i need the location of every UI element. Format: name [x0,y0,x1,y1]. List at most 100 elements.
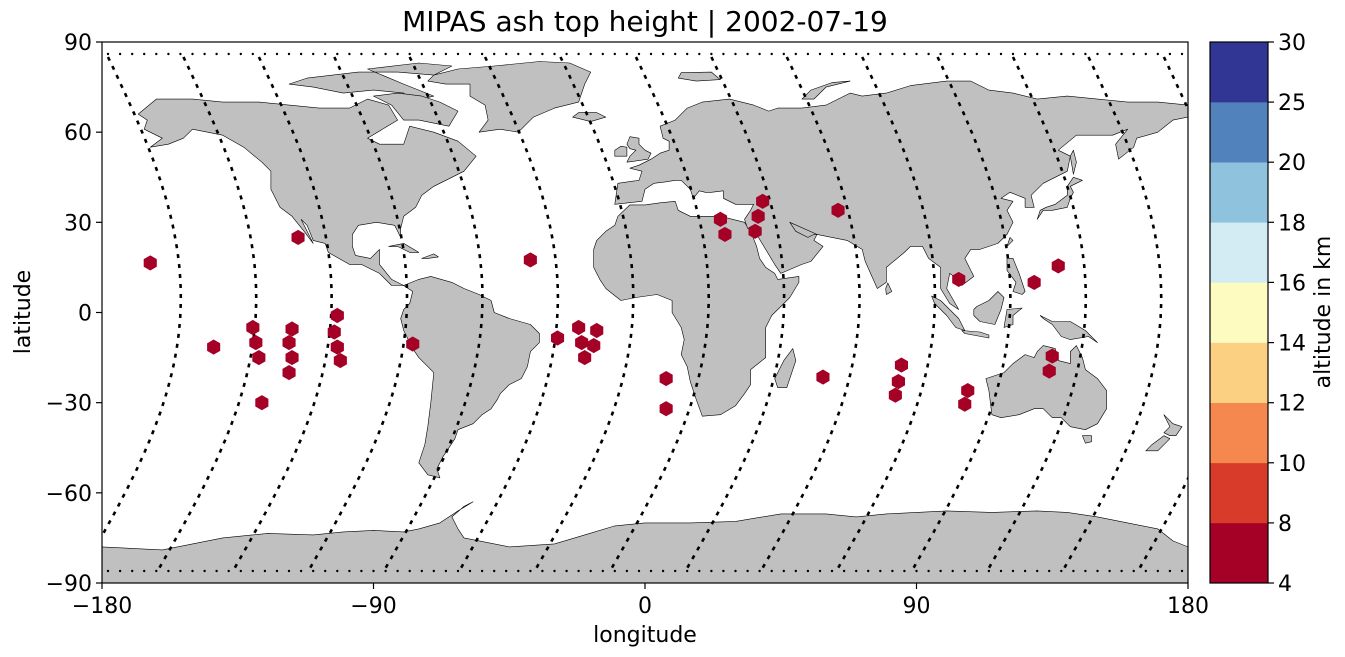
ash-marker [713,211,727,227]
orbit-point [649,569,653,573]
orbit-point [589,52,592,56]
orbit-point [879,569,882,573]
x-tick-label: −90 [350,594,396,619]
orbit-point [1060,52,1063,56]
orbit-point [698,52,701,56]
orbit-point [782,52,785,56]
colorbar-bin [1210,102,1268,163]
orbit-point [468,569,472,573]
land-baffin [373,92,459,127]
orbit-point [191,52,194,56]
ash-marker [894,357,908,373]
orbit-point [1096,569,1099,573]
orbit-point [456,52,460,56]
orbit-point [1180,569,1184,573]
ash-marker [1042,363,1056,379]
orbit-point [758,52,761,56]
orbit-point [191,569,194,573]
orbit-point [794,52,797,56]
orbit-point [275,569,279,573]
orbit-point [179,569,182,573]
orbit-point [734,569,737,573]
colorbar-tick-label: 10 [1278,452,1306,477]
orbit-point [299,52,303,56]
orbit-point [867,569,870,573]
orbit-point [131,52,134,56]
x-tick-label: −180 [72,594,132,619]
orbit-point [239,52,242,56]
orbit-point [275,52,279,56]
land-iceland [572,112,607,122]
orbit-track [308,56,409,569]
orbit-point [818,569,822,573]
orbit-point [770,569,773,573]
orbit-point [1108,569,1111,573]
orbit-point [975,569,978,573]
orbit-point [915,569,918,573]
x-tick-label: 180 [1167,594,1209,619]
ash-marker [1051,258,1065,274]
land-south-america [400,276,540,479]
orbit-point [1120,569,1123,573]
orbit-track [535,56,635,569]
ash-marker [551,330,565,346]
land-novaya-zemlya [801,80,851,100]
ash-marker [748,223,762,239]
orbit-point [348,569,351,573]
land-australia [985,345,1107,431]
ash-marker [659,371,673,387]
orbit-point [179,52,182,56]
orbit-point [299,569,303,573]
orbit-point [963,52,966,56]
orbit-point [734,52,737,56]
colorbar-tick-label: 18 [1278,211,1306,236]
orbit-point [167,52,170,56]
orbit-point [1132,52,1135,56]
orbit-point [686,52,689,56]
ash-marker [961,383,975,399]
orbit-point [227,569,230,573]
colorbar-tick-label: 14 [1278,332,1306,357]
orbit-point [336,569,339,573]
ash-marker [958,396,972,412]
colorbar-label: altitude in km [1311,236,1336,389]
orbit-point [155,569,158,573]
orbit-point [746,569,749,573]
x-tick-label: 0 [638,594,652,619]
orbit-point [312,569,315,573]
orbit-point [215,52,218,56]
orbit-point [360,52,363,56]
x-tick-label: 90 [903,594,931,619]
orbit-point [999,569,1003,573]
orbit-point [625,52,629,56]
y-axis-label: latitude [11,270,36,354]
orbit-point [951,569,954,573]
ash-marker [282,365,296,381]
orbit-point [348,52,351,56]
land-sakhalin [1070,149,1077,175]
orbit-point [661,569,665,573]
ash-marker [285,321,299,337]
orbit-point [432,569,435,573]
orbit-point [746,52,749,56]
ash-marker [143,255,157,271]
ash-detections [143,193,1065,417]
ash-marker [816,369,830,385]
orbit-point [444,52,448,56]
orbit-tracks [102,52,1188,573]
orbit-point [842,52,846,56]
land-antarctica [102,501,1188,583]
orbit-point [517,569,520,573]
orbit-track [1063,56,1163,569]
ash-marker [285,350,299,366]
orbit-point [227,52,230,56]
orbit-point [758,569,761,573]
land-greenland [427,61,592,133]
land-svalbard [677,71,721,82]
land-new-zealand-south [1145,435,1171,452]
orbit-point [1144,569,1148,573]
orbit-point [915,52,918,56]
orbit-point [722,569,725,573]
orbit-point [601,569,604,573]
orbit-point [818,52,822,56]
